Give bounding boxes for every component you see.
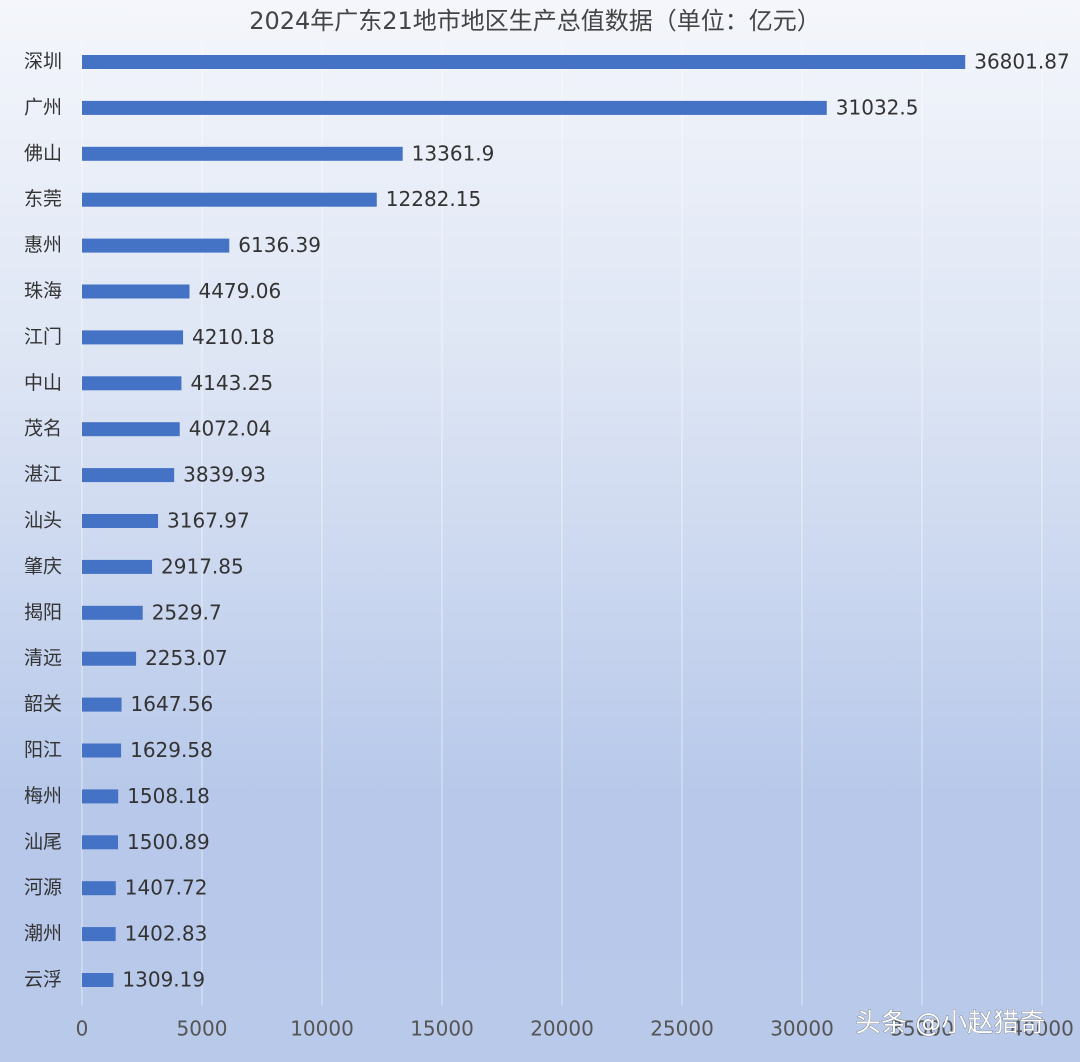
data-label: 1407.72: [125, 876, 208, 900]
y-tick-label: 梅州: [24, 785, 62, 807]
bar: [82, 55, 966, 69]
data-label: 4210.18: [192, 325, 275, 349]
bar: [82, 927, 116, 942]
y-tick-label: 东莞: [24, 188, 62, 210]
y-tick-label: 韶关: [24, 693, 62, 715]
y-tick-label: 云浮: [24, 969, 62, 991]
x-tick-label: 30000: [770, 1017, 834, 1041]
bar: [82, 835, 119, 850]
y-tick-label: 汕尾: [24, 831, 62, 853]
bar: [82, 651, 137, 666]
bar: [82, 697, 122, 712]
bar: [82, 192, 377, 207]
y-tick-label: 深圳: [24, 51, 62, 73]
y-tick-label: 汕头: [24, 510, 62, 532]
y-tick-label: 肇庆: [24, 555, 62, 577]
x-tick-label: 15000: [410, 1017, 474, 1041]
y-tick-label: 珠海: [24, 280, 62, 302]
data-label: 31032.5: [836, 95, 919, 119]
x-tick-label: 25000: [650, 1017, 714, 1041]
bar: [82, 100, 827, 115]
data-label: 1629.58: [130, 738, 213, 762]
x-tick-label: 0: [76, 1017, 89, 1041]
x-tick-label: 5000: [177, 1017, 228, 1041]
data-label: 4479.06: [198, 279, 281, 303]
bar: [82, 330, 184, 345]
y-tick-label: 潮州: [24, 923, 62, 945]
data-label: 36801.87: [974, 50, 1069, 74]
data-label: 1500.89: [127, 830, 210, 854]
bar: [82, 468, 175, 483]
y-tick-label: 阳江: [24, 739, 62, 761]
bar: [82, 284, 190, 299]
data-label: 2253.07: [145, 646, 228, 670]
data-label: 4072.04: [189, 417, 272, 441]
y-tick-label: 揭阳: [24, 601, 62, 623]
y-tick-label: 河源: [24, 877, 62, 899]
bar: [82, 514, 159, 528]
bar: [82, 376, 182, 391]
data-label: 1647.56: [131, 692, 214, 716]
data-label: 6136.39: [238, 233, 321, 257]
watermark: 头条 @小赵猎奇: [855, 1009, 1045, 1039]
y-tick-label: 茂名: [24, 418, 62, 440]
data-label: 13361.9: [412, 141, 495, 165]
y-tick-label: 江门: [24, 326, 62, 348]
y-tick-label: 中山: [24, 372, 62, 394]
data-label: 12282.15: [386, 187, 481, 211]
data-label: 3167.97: [167, 509, 250, 533]
data-label: 1309.19: [122, 968, 205, 992]
y-tick-label: 广州: [24, 96, 62, 118]
y-tick-label: 清远: [24, 647, 62, 669]
bar: [82, 422, 180, 437]
bar: [82, 881, 116, 896]
x-tick-label: 20000: [530, 1017, 594, 1041]
x-tick-label: 10000: [290, 1017, 354, 1041]
x-tick-label: 35000: [890, 1017, 954, 1041]
bar: [82, 146, 403, 161]
data-label: 1508.18: [127, 784, 210, 808]
data-label: 2529.7: [152, 600, 222, 624]
data-label: 3839.93: [183, 463, 266, 487]
x-tick-label: 40000: [1010, 1017, 1074, 1041]
y-tick-label: 惠州: [24, 234, 62, 256]
bar: [82, 973, 114, 987]
bar: [82, 559, 153, 574]
y-tick-label: 湛江: [24, 464, 62, 486]
y-tick-label: 佛山: [24, 142, 62, 164]
bar: [82, 789, 119, 804]
data-label: 4143.25: [190, 371, 273, 395]
data-label: 2917.85: [161, 554, 244, 578]
bar: [82, 605, 143, 620]
bar: [82, 238, 230, 253]
bar: [82, 743, 122, 758]
data-label: 1402.83: [125, 922, 208, 946]
chart-title: 2024年广东21地市地区生产总值数据（单位：亿元）: [249, 7, 821, 35]
